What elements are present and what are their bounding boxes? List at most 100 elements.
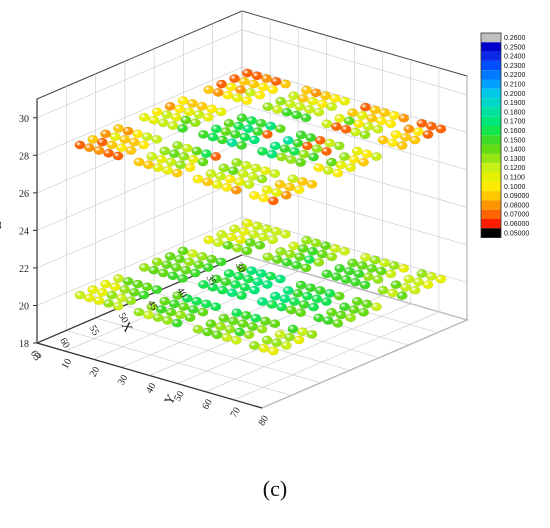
data-point bbox=[93, 296, 105, 306]
chart-colorbar: 0.2600 0.2500 0.2400 0.2300 0.2200 0.2100 0.20… bbox=[480, 32, 529, 239]
data-point bbox=[187, 304, 199, 314]
data-point bbox=[372, 275, 384, 284]
data-point bbox=[359, 280, 371, 290]
data-point bbox=[170, 263, 182, 272]
data-point bbox=[280, 341, 292, 350]
data-point bbox=[267, 85, 279, 95]
data-point bbox=[164, 251, 176, 261]
data-point bbox=[425, 121, 437, 131]
x-tick-label: 30 bbox=[233, 261, 248, 275]
data-point bbox=[295, 158, 307, 167]
data-point bbox=[276, 152, 287, 162]
data-point bbox=[358, 307, 369, 317]
data-point bbox=[326, 307, 337, 317]
data-point bbox=[175, 310, 186, 320]
data-point bbox=[191, 146, 203, 156]
data-point bbox=[143, 160, 154, 170]
data-point bbox=[113, 123, 124, 133]
data-point bbox=[133, 157, 145, 167]
data-point bbox=[266, 149, 278, 159]
data-point bbox=[211, 330, 223, 340]
data-point bbox=[347, 108, 358, 118]
data-point bbox=[379, 108, 390, 118]
colorbar-label: 0.05000 bbox=[504, 230, 529, 237]
data-point bbox=[203, 235, 215, 245]
data-point bbox=[221, 333, 233, 342]
y-tick-label: 20 bbox=[88, 365, 103, 379]
data-point bbox=[165, 307, 177, 317]
data-point bbox=[301, 291, 313, 301]
data-point bbox=[116, 143, 127, 153]
grid-line bbox=[205, 303, 411, 393]
data-point bbox=[238, 227, 250, 236]
data-point bbox=[269, 169, 281, 179]
data-point bbox=[339, 152, 350, 162]
data-point bbox=[294, 252, 306, 262]
data-point bbox=[287, 174, 299, 184]
data-point bbox=[171, 168, 183, 178]
data-point bbox=[358, 157, 369, 167]
data-point bbox=[138, 140, 150, 150]
data-point bbox=[295, 280, 307, 290]
data-point bbox=[269, 141, 281, 151]
data-point bbox=[274, 179, 286, 189]
data-point bbox=[360, 252, 371, 262]
data-point bbox=[216, 79, 228, 89]
data-point bbox=[106, 290, 118, 300]
data-point bbox=[387, 288, 399, 298]
data-point bbox=[279, 294, 291, 304]
data-point bbox=[172, 291, 184, 300]
data-point bbox=[165, 157, 177, 167]
data-point bbox=[313, 107, 325, 117]
x-tick-label: 55 bbox=[86, 324, 101, 338]
data-point bbox=[300, 113, 312, 123]
data-point bbox=[422, 130, 434, 139]
data-point bbox=[187, 154, 199, 164]
data-point bbox=[292, 288, 304, 298]
data-point bbox=[377, 285, 389, 295]
data-point bbox=[225, 232, 237, 242]
colorbar-swatch bbox=[481, 33, 501, 43]
data-point bbox=[291, 260, 302, 270]
data-point bbox=[267, 346, 279, 356]
data-point bbox=[161, 260, 173, 270]
data-point bbox=[220, 277, 232, 287]
data-point bbox=[197, 157, 209, 167]
data-point bbox=[172, 140, 184, 150]
colorbar-swatch bbox=[481, 42, 501, 52]
colorbar-label: 0.1000 bbox=[504, 184, 526, 191]
data-point bbox=[226, 288, 238, 298]
data-point bbox=[96, 287, 108, 297]
data-point bbox=[270, 77, 282, 86]
data-point bbox=[210, 152, 222, 161]
data-point bbox=[96, 137, 108, 147]
data-point bbox=[359, 130, 371, 140]
data-point bbox=[276, 302, 287, 312]
data-point bbox=[271, 255, 283, 265]
data-point bbox=[297, 94, 309, 103]
data-point bbox=[233, 121, 245, 131]
data-point bbox=[333, 141, 345, 151]
data-point bbox=[148, 265, 160, 275]
data-point bbox=[282, 135, 294, 145]
data-point bbox=[113, 274, 124, 283]
data-point bbox=[146, 302, 158, 312]
data-point bbox=[257, 82, 269, 92]
data-point bbox=[271, 338, 283, 348]
data-point bbox=[258, 343, 270, 353]
data-point bbox=[326, 252, 338, 262]
data-point bbox=[284, 99, 296, 109]
data-point bbox=[250, 163, 262, 173]
data-point bbox=[288, 146, 300, 156]
data-point bbox=[294, 102, 306, 112]
colorbar-swatch bbox=[481, 209, 501, 219]
data-point bbox=[202, 327, 214, 337]
colorbar-label: 0.2100 bbox=[504, 82, 526, 89]
data-point bbox=[242, 274, 254, 284]
z-tick-label: 24 bbox=[19, 226, 29, 237]
data-point bbox=[152, 163, 164, 173]
data-point bbox=[416, 119, 428, 128]
data-point bbox=[280, 79, 291, 89]
data-point bbox=[207, 282, 219, 292]
data-point bbox=[202, 263, 214, 272]
